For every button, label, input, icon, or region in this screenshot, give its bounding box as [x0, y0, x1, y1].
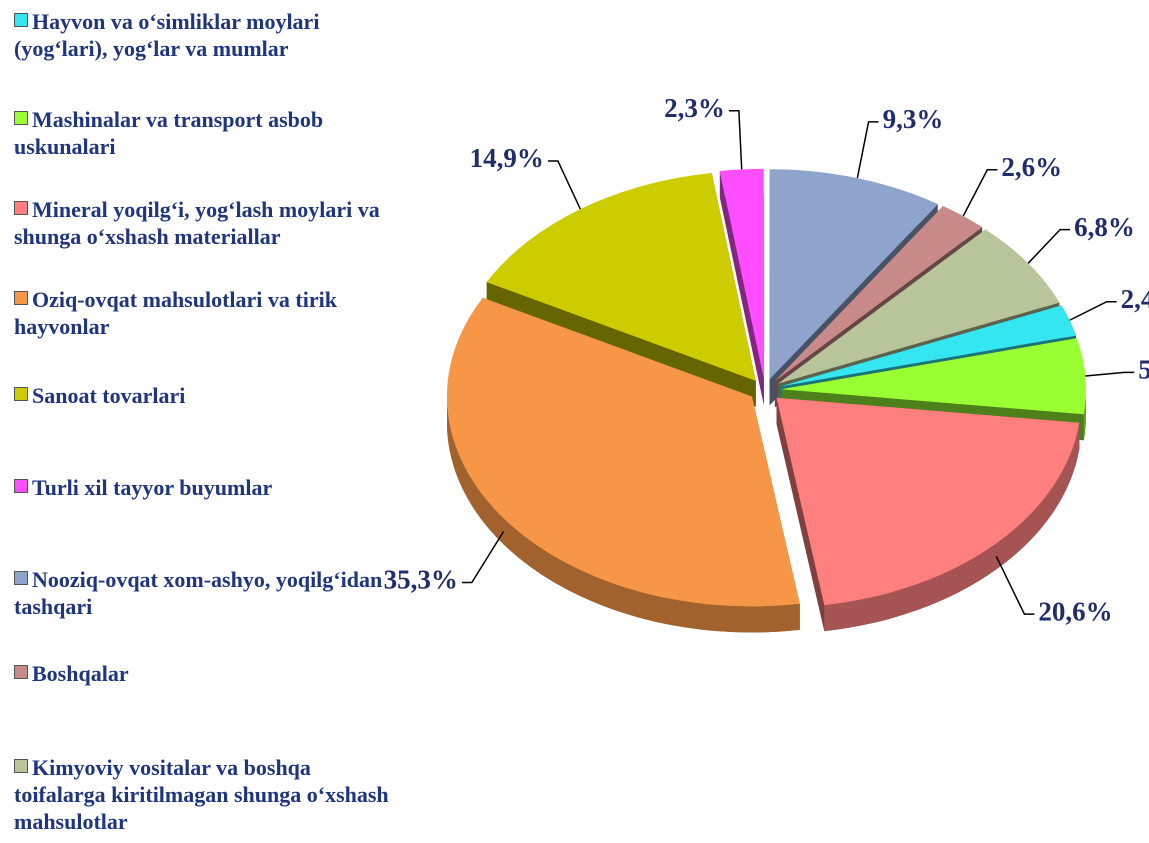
legend-entry: Hayvon va o‘simliklar moylari (yog‘lari)…: [14, 8, 389, 62]
leader-line: [547, 160, 582, 210]
leader-line: [995, 556, 1035, 615]
data-label: 9,3%: [883, 104, 944, 134]
legend-entry: Oziq-ovqat mahsulotlari va tirik hayvonl…: [14, 286, 389, 340]
data-label: 2,4%: [1121, 284, 1149, 314]
data-label: 35,3%: [384, 565, 458, 595]
legend-label: Boshqalar: [32, 661, 129, 686]
data-label: 6,8%: [1074, 212, 1135, 242]
slice: [486, 173, 756, 381]
leader-line: [1069, 300, 1117, 321]
slice: [778, 229, 1060, 384]
legend-label: Mashinalar va transport asbob uskunalari: [14, 107, 324, 159]
slice: [446, 297, 800, 607]
legend-entry: Mashinalar va transport asbob uskunalari: [14, 106, 389, 160]
legend-entry: Kimyoviy vositalar va boshqa toifalarga …: [14, 754, 389, 835]
legend-label: Hayvon va o‘simliklar moylari (yog‘lari)…: [14, 9, 320, 61]
legend-label: Oziq-ovqat mahsulotlari va tirik hayvonl…: [14, 287, 337, 339]
slice-inner-wall: [776, 397, 825, 632]
legend-swatch: [14, 571, 28, 585]
slice: [776, 397, 1080, 606]
leader-line: [461, 530, 505, 584]
data-label: 20,6%: [1038, 596, 1112, 626]
data-label: 5,8%: [1138, 355, 1149, 385]
legend-swatch: [14, 201, 28, 215]
legend-label: Kimyoviy vositalar va boshqa toifalarga …: [14, 755, 389, 834]
legend-swatch: [14, 111, 28, 125]
legend-label: Nooziq-ovqat xom-ashyo, yoqilg‘idan tash…: [14, 567, 383, 619]
slice: [774, 205, 983, 382]
slice-inner-wall: [719, 171, 764, 405]
legend-swatch: [14, 13, 28, 27]
slice: [719, 168, 764, 379]
slice-side: [824, 422, 1080, 632]
legend-swatch: [14, 759, 28, 773]
legend-swatch: [14, 387, 28, 401]
leader-line: [1085, 371, 1135, 377]
data-label: 2,6%: [1001, 152, 1062, 182]
legend-entry: Turli xil tayyor buyumlar: [14, 474, 389, 501]
slice: [769, 169, 938, 380]
leader-line: [856, 121, 879, 179]
data-label: 2,3%: [664, 93, 725, 123]
legend-swatch: [14, 665, 28, 679]
legend-entry: Boshqalar: [14, 660, 389, 687]
leader-line: [728, 109, 743, 170]
slice-side: [446, 396, 800, 633]
slice-side: [1083, 389, 1086, 441]
legend-label: Turli xil tayyor buyumlar: [32, 475, 273, 500]
legend-entry: Mineral yoqilg‘i, yog‘lash moylari va sh…: [14, 196, 389, 250]
slice: [780, 305, 1077, 387]
legend-entry: Sanoat tovarlari: [14, 382, 389, 409]
legend-swatch: [14, 291, 28, 305]
legend-swatch: [14, 479, 28, 493]
legend-label: Sanoat tovarlari: [32, 383, 186, 408]
leader-line: [1027, 228, 1071, 264]
data-label: 14,9%: [470, 143, 544, 173]
slice: [780, 338, 1086, 415]
legend-entry: Nooziq-ovqat xom-ashyo, yoqilg‘idan tash…: [14, 566, 389, 620]
leader-line: [962, 169, 998, 217]
legend-label: Mineral yoqilg‘i, yog‘lash moylari va sh…: [14, 197, 380, 249]
